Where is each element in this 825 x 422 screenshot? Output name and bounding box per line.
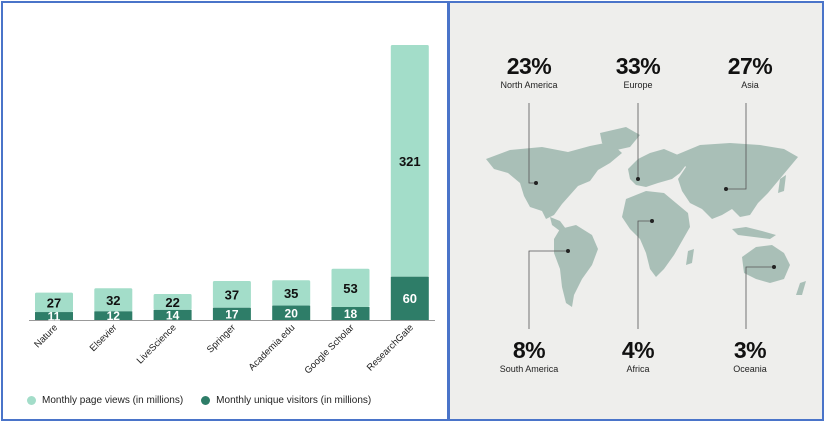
stat-region-label: South America [499, 364, 559, 374]
bar-unique-visitors-nature [35, 312, 73, 320]
callout-dot-africa [650, 219, 654, 223]
legend-item-page-views: Monthly page views (in millions) [27, 395, 183, 406]
stat-north-america: 23% North America [469, 53, 589, 91]
data-label-page-views-livescience: 22 [165, 295, 179, 310]
stat-region-label: North America [500, 80, 558, 90]
callout-line-north-america [528, 103, 536, 184]
legend-swatch-page-views [27, 396, 36, 405]
bar-page-views-academia-edu [272, 280, 311, 306]
bar-page-views-elsevier [94, 288, 133, 312]
data-label-page-views-nature: 27 [47, 295, 61, 310]
stat-region-label: Europe [623, 80, 653, 90]
data-label-unique-visitors-google-scholar: 18 [344, 307, 358, 321]
greenland-shape [600, 127, 640, 151]
bar-page-views-google-scholar [331, 268, 370, 308]
chart-legend: Monthly page views (in millions) Monthly… [27, 395, 371, 406]
japan-shape [778, 175, 786, 193]
bar-unique-visitors-livescience [153, 309, 192, 320]
africa-shape [622, 191, 690, 277]
europe-shape [628, 149, 686, 187]
legend-item-unique-visitors: Monthly unique visitors (in millions) [201, 395, 371, 406]
north-america-shape [486, 142, 622, 219]
bar-page-views-springer [212, 281, 251, 308]
central-america-shape [550, 217, 566, 231]
stat-oceania: 3% Oceania [690, 337, 810, 375]
data-label-unique-visitors-nature: 11 [48, 310, 61, 324]
indonesia-shape [732, 227, 776, 239]
data-label-page-views-elsevier: 32 [106, 293, 120, 308]
callout-dot-europe [636, 177, 640, 181]
bar-unique-visitors-academia-edu [272, 305, 311, 320]
stat-percent: 4% [621, 337, 655, 363]
callout-line-south-america [528, 250, 568, 329]
data-label-page-views-springer: 37 [225, 287, 239, 302]
callout-dots [534, 177, 776, 269]
madagascar-shape [686, 249, 694, 265]
new-zealand-shape [796, 281, 806, 295]
data-label-unique-visitors-elsevier: 12 [107, 309, 121, 323]
x-tick-label-springer: Springer [205, 322, 238, 355]
stat-region-label: Asia [741, 80, 759, 90]
legend-label-unique-visitors: Monthly unique visitors (in millions) [216, 395, 372, 406]
data-label-unique-visitors-researchgate: 60 [403, 291, 417, 306]
bar-page-views-nature [35, 292, 73, 313]
bar-chart-panel: 27 11 Nature 32 12 Elsevier 22 14 LiveScience 37 1… [1, 1, 449, 421]
stat-percent: 3% [733, 337, 767, 363]
stat-asia: 27% Asia [690, 53, 810, 91]
x-tick-label-google-scholar: Google Scholar [303, 322, 357, 376]
callout-line-asia [726, 103, 747, 190]
bar-unique-visitors-elsevier [94, 311, 133, 320]
callout-dot-oceania [772, 265, 776, 269]
continents [486, 127, 806, 307]
world-map [486, 103, 806, 329]
callout-lines [528, 103, 774, 329]
stat-south-america: 8% South America [469, 337, 589, 375]
stat-percent: 33% [615, 53, 661, 79]
callout-dot-north-america [534, 181, 538, 185]
legend-label-page-views: Monthly page views (in millions) [42, 395, 184, 406]
x-tick-label-academia-edu: Academia.edu [247, 322, 298, 373]
callout-dot-south-america [566, 249, 570, 253]
data-label-page-views-researchgate: 321 [399, 154, 421, 169]
stat-percent: 27% [727, 53, 773, 79]
bar-unique-visitors-researchgate [390, 276, 429, 320]
stat-europe: 33% Europe [578, 53, 698, 91]
asia-shape [676, 143, 798, 219]
stat-africa: 4% Africa [578, 337, 698, 375]
world-map-panel: 23% North America 33% Europe 27% Asia 8%… [449, 1, 824, 421]
bar-unique-visitors-springer [212, 307, 251, 320]
stat-percent: 8% [512, 337, 546, 363]
legend-swatch-unique-visitors [201, 396, 211, 405]
stat-region-label: Oceania [733, 364, 767, 374]
stat-region-label: Africa [626, 364, 650, 374]
bar-page-views-researchgate [390, 45, 429, 277]
south-america-shape [554, 225, 598, 307]
data-label-unique-visitors-springer: 17 [225, 307, 239, 321]
data-label-unique-visitors-academia-edu: 20 [285, 306, 299, 320]
stat-percent: 23% [506, 53, 552, 79]
callout-line-oceania [745, 266, 774, 329]
x-tick-label-elsevier: Elsevier [88, 322, 120, 354]
callout-dot-asia [724, 187, 728, 191]
x-tick-label-researchgate: ResearchGate [365, 322, 416, 373]
data-label-unique-visitors-livescience: 14 [166, 308, 180, 322]
bar-unique-visitors-google-scholar [331, 307, 370, 320]
x-tick-label-nature: Nature [32, 322, 60, 350]
data-label-page-views-academia-edu: 35 [284, 286, 298, 301]
data-label-page-views-google-scholar: 53 [343, 281, 357, 296]
callout-line-africa [637, 220, 652, 329]
australia-shape [742, 245, 790, 283]
bar-page-views-livescience [153, 294, 192, 310]
x-tick-label-livescience: LiveScience [135, 322, 179, 366]
